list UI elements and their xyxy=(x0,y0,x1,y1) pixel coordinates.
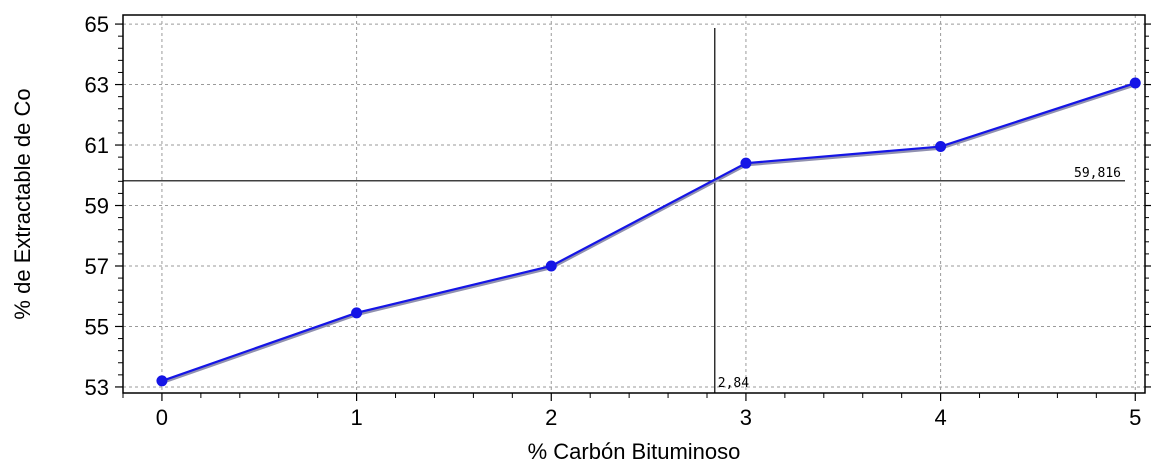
x-tick-label: 1 xyxy=(350,405,362,430)
plot-frame xyxy=(122,14,1146,394)
tick-labels: 0 1 2 3 4 5 53 55 57 59 61 63 65 xyxy=(85,12,1142,430)
axis-ticks xyxy=(115,23,1151,401)
crosshair-cursor: 2,84 59,816 xyxy=(123,28,1125,393)
data-point xyxy=(740,157,752,169)
grid-lines xyxy=(123,15,1145,393)
data-point xyxy=(156,375,168,387)
y-tick-label: 55 xyxy=(85,314,109,339)
x-tick-label: 3 xyxy=(740,405,752,430)
y-tick-label: 59 xyxy=(85,194,109,219)
y-tick-label: 61 xyxy=(85,133,109,158)
x-tick-label: 5 xyxy=(1129,405,1141,430)
x-tick-label: 4 xyxy=(934,405,946,430)
series-group xyxy=(156,77,1141,387)
x-tick-label: 0 xyxy=(156,405,168,430)
x-tick-label: 2 xyxy=(545,405,557,430)
cursor-y-value: 59,816 xyxy=(1074,166,1121,181)
series-line-shadow xyxy=(161,82,1136,385)
y-tick-label: 63 xyxy=(85,73,109,98)
y-axis-title: % de Extractable de Co xyxy=(10,88,35,319)
data-point xyxy=(935,141,947,153)
data-point xyxy=(545,260,557,272)
cursor-x-value: 2,84 xyxy=(718,376,749,391)
data-point xyxy=(351,307,363,319)
y-tick-label: 65 xyxy=(85,12,109,37)
x-axis-title: % Carbón Bituminoso xyxy=(528,439,741,464)
data-point xyxy=(1129,77,1141,89)
y-tick-label: 57 xyxy=(85,254,109,279)
series-line xyxy=(161,81,1136,382)
y-tick-label: 53 xyxy=(85,375,109,400)
